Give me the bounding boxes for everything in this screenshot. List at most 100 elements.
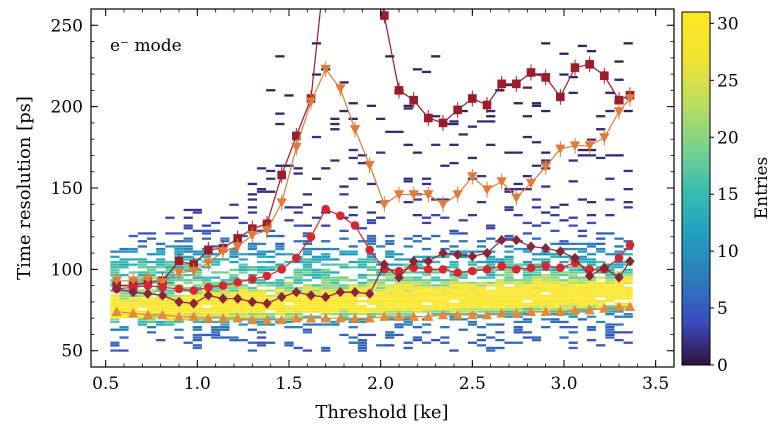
heatmap-cell [119,302,129,305]
heatmap-cell [302,271,312,274]
heatmap-cell [275,245,285,248]
heatmap-cell [311,276,322,279]
heatmap-cell [541,281,551,284]
colorbar-tick-label: 20 [717,128,739,148]
heatmap-cell [192,294,202,297]
heatmap-cell [440,336,450,339]
mode-annotation: e⁻ mode [110,36,182,56]
heatmap-cell [449,276,459,279]
heatmap-cell [440,279,450,282]
heatmap-cell [311,268,322,271]
heatmap-cell [568,268,578,271]
heatmap-cell [403,281,413,284]
heatmap-cell [266,255,276,258]
data-point [556,263,565,273]
heatmap-cell [531,307,542,311]
heatmap-cell [311,177,322,180]
data-point [453,268,462,277]
heatmap-cell [348,245,358,248]
heatmap-cell [440,341,450,344]
heatmap-cell [495,339,505,342]
heatmap-cell [256,323,267,326]
heatmap-cell [339,263,349,266]
heatmap-cell [541,302,551,305]
heatmap-cell [238,284,248,287]
heatmap-cell [458,328,468,331]
heatmap-cell [247,289,257,292]
heatmap-cell [421,289,432,292]
heatmap-cell [330,289,340,292]
x-axis: 0.5 1.0 1.5 2.0 2.5 3.0 3.5 [92,9,669,394]
heatmap-cell [486,336,496,339]
heatmap-cell [495,279,505,282]
heatmap-cell [522,221,532,225]
heatmap-cell [165,318,175,321]
heatmap-cell [137,302,147,305]
heatmap-cell [577,294,587,297]
heatmap-cell [440,289,450,292]
heatmap-cell [348,313,358,316]
heatmap-cell [577,318,587,321]
heatmap-cell [137,289,147,292]
heatmap-cell [146,300,157,303]
heatmap-cell [449,292,459,295]
heatmap-cell [522,188,532,191]
heatmap-cell [421,341,432,344]
heatmap-cell [256,190,267,193]
heatmap-cell [495,273,505,277]
heatmap-cell [486,281,496,284]
heatmap-cell [284,297,294,300]
heatmap-cell [614,310,624,313]
heatmap-cell [165,292,175,295]
heatmap-cell [577,242,587,245]
heatmap-cell [183,294,193,297]
heatmap-cell [165,320,175,324]
heatmap-cell [339,229,349,232]
heatmap-cell [458,318,468,321]
data-point [569,304,581,315]
heatmap-cell [476,175,487,178]
heatmap-cell [504,292,514,295]
heatmap-cell [211,336,221,339]
heatmap-cell [348,250,358,253]
heatmap-cell [357,273,367,277]
heatmap-cell [467,341,477,344]
heatmap-cell [458,305,468,308]
heatmap-cell [376,344,386,347]
heatmap-cell [348,302,358,305]
heatmap-cell [412,151,422,154]
data-point [174,296,184,308]
heatmap-cell [486,289,496,292]
heatmap-cell [449,284,459,287]
heatmap-cell [330,159,340,162]
heatmap-cell [495,307,505,311]
heatmap-cell [504,208,514,212]
heatmap-cell [586,258,597,261]
heatmap-cell [504,289,514,292]
heatmap-cell [586,294,597,297]
heatmap-cell [550,320,560,324]
data-point [217,313,229,323]
heatmap-cell [229,216,239,219]
heatmap-cell [311,302,322,305]
heatmap-cell [321,281,331,284]
heatmap-cell [119,310,129,313]
heatmap-cell [266,177,276,180]
heatmap-cell [541,151,551,154]
heatmap-cell [339,307,349,311]
heatmap-cell [541,211,551,214]
heatmap-cell [311,260,322,264]
heatmap-cell [357,284,367,287]
heatmap-cell [293,294,303,297]
heatmap-cell [412,263,422,266]
colorbar-tick-label: 0 [717,356,728,376]
data-point [203,258,214,269]
heatmap-cell [403,302,413,305]
heatmap-cell [238,294,248,297]
heatmap-cell [146,320,157,324]
heatmap-cell [211,331,221,334]
heatmap-cell [541,276,551,279]
data-point [262,298,272,309]
heatmap-cell [449,289,459,292]
heatmap-cell [476,294,487,297]
